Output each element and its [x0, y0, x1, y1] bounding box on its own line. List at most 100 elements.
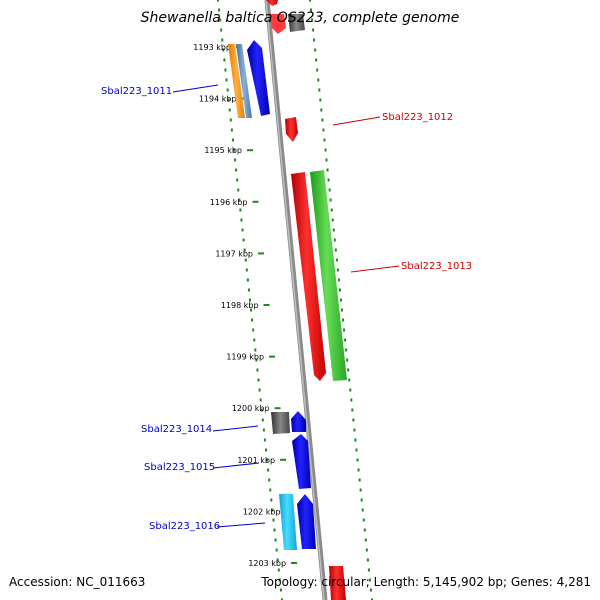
track-dot [243, 248, 246, 252]
label-sbal223-1013[interactable]: Sbal223_1013 [401, 261, 472, 272]
track-dot [237, 188, 240, 192]
track-dot [241, 228, 244, 232]
track-dot [366, 558, 369, 562]
genome-summary-text: Topology: circular; Length: 5,145,902 bp… [261, 575, 591, 589]
track-dot [274, 538, 277, 542]
gene-sbal223-1011-orange[interactable] [228, 44, 245, 118]
track-dot [329, 198, 332, 202]
track-dot [270, 498, 273, 502]
track-dot [362, 518, 365, 522]
accession-text: Accession: NC_011663 [9, 575, 146, 589]
track-dot [272, 518, 275, 522]
track-dot [353, 428, 356, 432]
track-dot [258, 388, 261, 392]
track-dot [318, 88, 321, 92]
gene-bottom-red-fragment[interactable] [329, 566, 346, 600]
gene-sbal223-1013[interactable] [310, 170, 347, 381]
gene-sbal223-1016-cyan[interactable] [279, 494, 297, 550]
track-dot [222, 48, 225, 52]
label-sbal223-1016[interactable]: Sbal223_1016 [149, 521, 220, 532]
track-dot [249, 298, 251, 302]
track-dot [229, 118, 232, 122]
track-dot [368, 578, 371, 582]
track-dot [360, 498, 363, 502]
tick-label: 1202 kbp [243, 507, 281, 516]
leader-sbal223-1013 [350, 265, 400, 273]
track-dot [257, 378, 260, 382]
track-dot [326, 168, 329, 172]
track-dot [236, 178, 239, 182]
track-dot [352, 418, 355, 422]
gene-sbal223-1014[interactable] [291, 411, 306, 432]
track-dot [349, 388, 352, 392]
gene-sbal223-1011[interactable] [247, 40, 270, 116]
track-dot [322, 128, 325, 132]
track-dot [278, 578, 281, 582]
track-dot [357, 468, 360, 472]
kbp-ticks: 1193 kbp 1194 kbp 1195 kbp 1196 kbp 1197 kbp… [193, 43, 298, 568]
track-dot [365, 548, 368, 552]
track-dot [312, 28, 315, 32]
track-dot [254, 348, 257, 352]
track-dot [317, 78, 320, 82]
track-dot [334, 248, 337, 252]
track-dot [259, 398, 262, 402]
track-dot [346, 358, 349, 362]
track-dot [276, 558, 279, 562]
track-dot [315, 58, 318, 62]
gene-sbal223-1016[interactable] [297, 494, 316, 549]
label-sbal223-1014[interactable]: Sbal223_1014 [141, 424, 212, 435]
tick-label: 1201 kbp [237, 456, 275, 465]
tick-label: 1200 kbp [232, 404, 270, 413]
track-dot [359, 488, 362, 492]
track-dot [219, 18, 222, 22]
track-dot [262, 428, 265, 432]
gene-sbal223-1014-gray[interactable] [271, 412, 290, 434]
track-dot [281, 598, 283, 600]
track-dot [336, 268, 339, 272]
track-dot [256, 368, 259, 372]
track-dot [316, 68, 319, 72]
label-sbal223-1015[interactable]: Sbal223_1015 [144, 462, 215, 473]
track-dot [252, 328, 255, 332]
gene-sbal223-1013-red[interactable] [291, 172, 326, 381]
track-dot [361, 508, 364, 512]
track-dot [333, 238, 336, 242]
track-dot [233, 148, 235, 152]
track-dot [342, 318, 345, 322]
track-dot [234, 158, 237, 162]
track-dot [221, 38, 224, 42]
track-dot [340, 298, 342, 302]
track-dot [228, 108, 231, 112]
track-dot [320, 108, 323, 112]
track-dot [261, 418, 264, 422]
track-dot [367, 568, 370, 572]
gene-top-gray-fragment[interactable] [288, 14, 305, 32]
track-dot [310, 8, 313, 12]
track-dot [335, 258, 338, 262]
track-dot [337, 278, 340, 282]
track-dot [245, 268, 248, 272]
track-dot [273, 528, 276, 532]
tick-label: 1203 kbp [248, 559, 286, 568]
track-dot [224, 68, 227, 72]
track-dot [244, 258, 247, 262]
track-dot [263, 438, 266, 442]
label-sbal223-1012[interactable]: Sbal223_1012 [382, 112, 453, 123]
gene-sbal223-1012[interactable] [285, 117, 298, 142]
track-dot [358, 478, 361, 482]
track-dot [246, 278, 249, 282]
track-dot [220, 28, 223, 32]
track-dot [323, 138, 326, 142]
label-sbal223-1011[interactable]: Sbal223_1011 [101, 86, 172, 97]
track-dot [225, 78, 228, 82]
track-dot [350, 398, 353, 402]
track-dot [341, 308, 344, 312]
gene-sbal223-1015[interactable] [292, 434, 311, 489]
track-dot [363, 528, 366, 532]
track-dot [355, 448, 358, 452]
gene-top-red-fragment[interactable] [266, 0, 286, 34]
track-dot [279, 588, 282, 592]
track-dot [217, 0, 219, 2]
gene-sbal223-1011-steel[interactable] [236, 44, 252, 118]
